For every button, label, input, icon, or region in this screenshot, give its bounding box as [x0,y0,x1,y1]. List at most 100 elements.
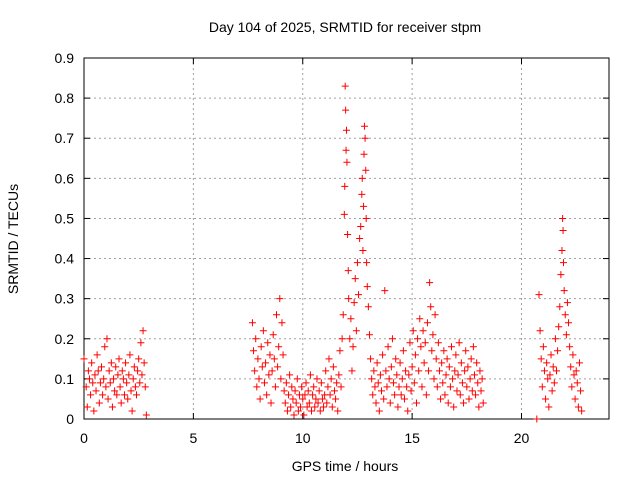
data-point [370,367,378,375]
data-point [258,363,266,371]
data-point [387,363,395,371]
data-point [278,319,286,327]
data-point [80,355,88,363]
data-point [378,387,385,395]
data-point [361,134,369,142]
data-point [379,351,387,359]
data-point [363,259,371,267]
data-point [104,395,112,403]
data-point [396,359,404,367]
data-point [248,319,256,327]
data-point [119,375,127,383]
data-point [364,303,372,311]
data-point [344,267,352,275]
data-point [141,383,149,391]
data-point [340,210,348,218]
data-point [439,379,447,387]
data-point [120,391,128,399]
data-point [437,395,445,403]
data-point [112,363,120,371]
data-point [271,383,279,391]
data-point [124,395,132,403]
data-point [466,375,474,383]
data-point [559,214,567,222]
data-point [545,403,553,411]
data-point [540,367,548,375]
data-point [558,247,566,255]
data-point [390,379,398,387]
data-point [551,335,559,343]
data-point [276,295,284,303]
data-point [363,283,371,291]
data-point [83,403,91,411]
data-point [342,106,350,114]
data-point [440,347,448,355]
data-point [411,351,419,359]
data-point [544,375,552,383]
data-point [106,379,114,387]
data-point [460,399,468,407]
y-tick-label: 0.1 [55,371,75,387]
data-point [135,355,143,363]
data-point [385,375,393,383]
data-point [305,399,313,407]
data-point [533,415,541,423]
data-point [408,363,416,371]
data-point [442,371,450,379]
data-point [566,343,574,351]
data-point [250,347,258,355]
data-point [458,379,466,387]
data-point [554,347,562,355]
data-point [89,379,97,387]
data-point [457,359,465,367]
data-point [268,367,276,375]
data-point [265,371,273,379]
data-point [359,247,367,255]
data-point [433,383,441,391]
data-point [251,367,259,375]
data-point [134,367,142,375]
data-point [462,347,470,355]
data-point [127,387,135,395]
data-point [470,371,478,379]
data-point [94,367,102,375]
data-point [478,375,486,383]
data-point [310,383,318,391]
data-point [347,315,355,323]
data-point [277,375,285,383]
data-point [303,403,311,411]
data-point [266,351,274,359]
y-tick-label: 0.7 [55,130,75,146]
data-point [555,323,563,331]
data-point [418,383,426,391]
data-point [287,403,295,411]
data-point [288,383,296,391]
data-point [257,343,265,351]
y-tick-label: 0.3 [55,291,75,307]
data-point [405,371,413,379]
y-axis-label: SRMTID / TECUs [5,184,21,294]
data-point [333,379,341,387]
data-point [560,287,568,295]
data-points [80,82,586,423]
data-point [318,395,326,403]
data-point [569,351,577,359]
data-point [449,375,457,383]
data-point [384,343,392,351]
data-point [380,395,388,403]
data-point [300,411,308,419]
data-point [428,347,436,355]
data-point [130,363,138,371]
data-point [283,407,291,415]
data-point [398,375,406,383]
data-point [114,371,122,379]
data-point [332,395,340,403]
data-point [306,371,314,379]
data-point [275,343,283,351]
data-point [476,367,484,375]
data-point [355,291,363,299]
data-point [99,391,107,399]
data-point [312,395,320,403]
data-point [452,351,460,359]
